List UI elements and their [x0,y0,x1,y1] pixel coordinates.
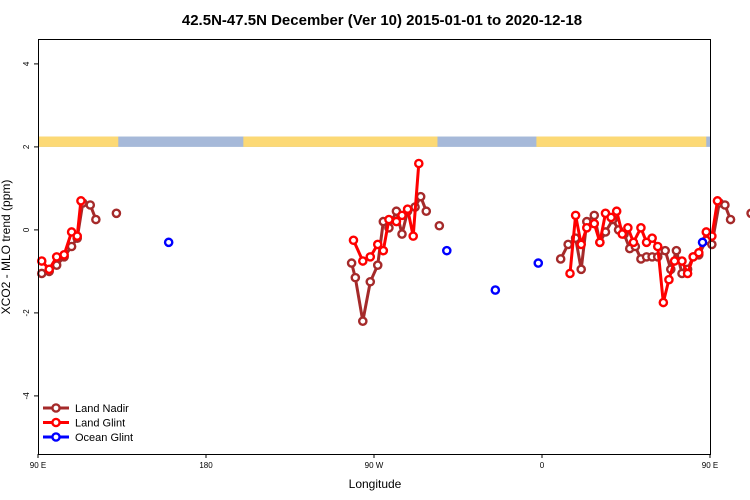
land-nadir-point-18 [397,229,407,239]
land-glint-point-14 [397,210,407,221]
land-span-1 [243,136,438,147]
land-nadir-point-8 [91,214,101,225]
series-layer [36,158,750,327]
chart-title: 42.5N-47.5N December (Ver 10) 2015-01-01… [182,12,582,29]
ocean-glint-point-3 [533,258,544,268]
legend-marker-ocean-glint [51,432,61,442]
x-tick-label-2: 90 W [365,461,384,470]
land-glint-point-16 [408,231,419,241]
y-axis: -4 -2 0 2 4 [22,61,38,399]
land-nadir-point-27 [576,264,587,275]
land-glint-point-26 [611,206,622,217]
land-glint-point-23 [595,237,605,248]
land-glint-point-22 [589,218,600,229]
land-glint-point-5 [72,231,82,241]
legend-marker-land-glint [51,417,61,428]
ocean-glint-point-4 [697,237,708,248]
land-glint-point-37 [677,256,687,266]
land-glint-point-30 [636,223,646,233]
x-tick-label-4: 90 E [702,461,718,470]
ocean-glint-point-0 [163,237,174,248]
land-glint-point-33 [652,241,663,252]
land-nadir-point-22 [421,206,432,217]
land-glint-point-15 [402,204,413,214]
land-glint-point-0 [36,256,47,266]
land-glint-point-32 [647,233,657,243]
land-glint-point-35 [664,274,674,285]
land-glint-point-13 [391,216,402,227]
series-land-nadir [36,191,750,327]
land-nadir-point-23 [434,220,445,231]
series-ocean-glint [163,237,708,295]
land-glint-point-18 [565,268,575,279]
x-axis-label: Longitude [349,477,402,491]
legend-label-ocean-glint: Ocean Glint [75,432,133,444]
ocean-glint-point-2 [490,285,501,295]
land-glint-point-29 [628,237,639,248]
x-tick-label-0: 90 E [30,461,46,470]
land-glint-point-27 [617,229,628,239]
land-glint-point-34 [658,297,669,308]
land-glint-point-9 [365,252,376,262]
y-tick-label-1: -2 [22,309,31,317]
land-glint-point-8 [357,256,368,266]
land-nadir-point-9 [111,208,122,219]
land-glint-point-7 [348,235,359,246]
land-glint-point-20 [576,239,587,250]
land-glint-point-17 [413,158,424,169]
y-tick-label-3: 2 [22,144,31,149]
x-tick-label-3: 0 [540,461,545,470]
land-nadir-point-14 [372,260,383,270]
land-nadir-point-12 [357,316,368,327]
x-tick-label-1: 180 [199,461,213,470]
land-glint-point-28 [623,223,633,233]
land-glint-point-38 [682,268,693,279]
legend-marker-land-nadir [51,403,61,413]
land-glint-point-10 [372,239,383,250]
legend-label-land-glint: Land Glint [75,418,125,430]
land-glint-point-6 [76,196,86,206]
land-nadir-point-7 [85,200,96,210]
land-glint-point-1 [44,264,55,275]
series-land-glint [36,158,723,308]
land-glint-point-42 [707,231,717,241]
land-span-2 [536,136,707,147]
land-nadir-point-25 [563,239,573,250]
legend-label-land-nadir: Land Nadir [75,403,129,415]
land-nadir-point-11 [350,272,361,283]
land-glint-point-25 [606,212,616,223]
land-nadir-point-52 [725,214,736,225]
land-nadir-point-49 [707,239,717,250]
land-nadir-point-41 [660,245,671,256]
land-glint-point-2 [51,252,62,262]
land-nadir-point-29 [589,210,600,221]
y-tick-label-4: 4 [22,61,31,66]
plot-frame [38,39,711,455]
land-glint-point-43 [712,196,723,206]
land-glint-point-21 [582,223,592,233]
land-glint-point-40 [694,247,704,258]
x-axis: 90 E 180 90 W 0 90 E [30,454,718,470]
y-tick-label-2: 0 [22,227,31,232]
land-nadir-point-53 [746,208,750,218]
land-glint-point-3 [59,249,69,260]
land-glint-point-12 [384,214,394,225]
land-ocean-mask [38,136,710,147]
y-tick-label-0: -4 [22,392,31,400]
land-glint-point-11 [378,245,389,256]
land-nadir-point-43 [671,245,682,256]
legend: Land Nadir Land Glint Ocean Glint [43,403,133,444]
ocean-glint-point-1 [441,245,452,256]
y-axis-label: XCO2 - MLO trend (ppm) [0,180,13,315]
land-nadir-point-51 [720,200,730,210]
land-nadir-point-21 [415,191,426,202]
land-nadir-point-10 [346,258,357,268]
land-glint-point-19 [570,210,581,221]
land-glint-point-36 [669,256,680,266]
land-nadir-point-0 [36,268,47,279]
land-nadir-point-13 [365,276,376,287]
land-nadir-point-24 [555,254,566,264]
land-span-0 [38,136,119,147]
